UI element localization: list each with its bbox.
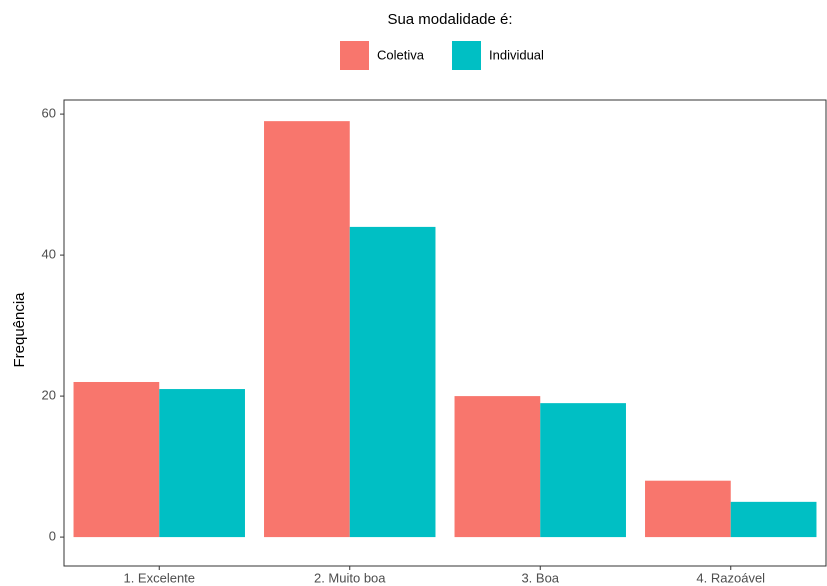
panel-border — [63, 99, 827, 567]
bar — [454, 396, 541, 538]
bar — [159, 389, 245, 538]
bar — [73, 381, 160, 538]
bar — [730, 501, 817, 538]
bar — [645, 480, 731, 538]
y-tick-label: 20 — [42, 388, 56, 403]
y-tick-label: 0 — [49, 529, 56, 544]
legend-label: Individual — [489, 47, 544, 62]
bar — [540, 403, 626, 538]
y-tick-label: 60 — [42, 106, 56, 121]
x-tick-label: 3. Boa — [521, 570, 559, 585]
bar — [349, 226, 436, 538]
legend-label: Coletiva — [377, 47, 425, 62]
legend-key — [340, 41, 369, 70]
legend-key — [452, 41, 481, 70]
x-tick-label: 1. Excelente — [123, 570, 195, 585]
y-axis-label: Frequência — [11, 292, 28, 368]
bar — [264, 121, 350, 538]
legend-title: Sua modalidade é: — [387, 11, 512, 28]
x-tick-label: 2. Muito boa — [314, 570, 386, 585]
y-tick-label: 40 — [42, 247, 56, 262]
x-tick-label: 4. Razoável — [696, 570, 765, 585]
